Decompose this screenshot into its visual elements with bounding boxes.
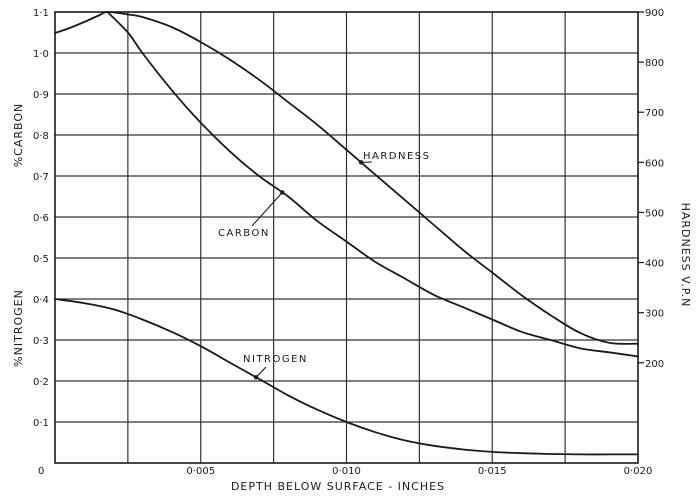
y-left-tick-label: 0·7 bbox=[33, 172, 49, 183]
y-left-tick-label: 1·1 bbox=[33, 8, 49, 19]
y-right-tick-label: 200 bbox=[645, 359, 664, 370]
annotation-label: CARBON bbox=[218, 228, 270, 239]
y-right-tick-label: 700 bbox=[645, 108, 664, 119]
y-right-tick-label: 500 bbox=[645, 208, 664, 219]
y-right-tick-label: 600 bbox=[645, 158, 664, 169]
annotation-label: HARDNESS bbox=[363, 151, 431, 162]
y-right-tick-label: 300 bbox=[645, 309, 664, 320]
x-tick-label: 0·020 bbox=[624, 466, 653, 477]
y-axis-label-carbon: %CARBON bbox=[12, 103, 25, 168]
annotation-label: NITROGEN bbox=[243, 354, 308, 365]
y-axis-label-nitrogen: %NITROGEN bbox=[12, 289, 25, 367]
y-left-tick-label: 0·9 bbox=[33, 90, 49, 101]
y-left-tick-label: 0·1 bbox=[33, 418, 49, 429]
y-left-tick-label: 0·2 bbox=[33, 377, 49, 388]
x-tick-label: 0·005 bbox=[186, 466, 215, 477]
y-left-tick-label: 0·4 bbox=[33, 295, 49, 306]
y-right-tick-label: 900 bbox=[645, 8, 664, 19]
grid bbox=[55, 12, 638, 463]
x-tick-label: 0 bbox=[38, 466, 44, 477]
data-series bbox=[54, 11, 639, 456]
plot-frame bbox=[54, 11, 644, 464]
y-left-tick-label: 1·0 bbox=[33, 49, 49, 60]
annotation-leader bbox=[251, 192, 283, 227]
y-left-tick-label: 0·6 bbox=[33, 213, 49, 224]
y-left-tick-label: 0·3 bbox=[33, 336, 49, 347]
y-axis-label-hardness: HARDNESS V.P.N bbox=[679, 203, 692, 308]
plot-border bbox=[54, 11, 639, 464]
x-tick-label: 0·015 bbox=[478, 466, 507, 477]
x-axis-label: DEPTH BELOW SURFACE - INCHES bbox=[231, 480, 445, 493]
annotations: HARDNESS CARBON NITROGEN bbox=[218, 151, 431, 380]
x-tick-label: 0·010 bbox=[332, 466, 361, 477]
series-line-hardness bbox=[54, 11, 639, 345]
y-right-tick-label: 400 bbox=[645, 259, 664, 270]
tick-labels: 0 0·005 0·010 0·015 0·020 0·1 0·2 0·3 0·4 0·5 0·6 0… bbox=[33, 8, 664, 477]
series-line-carbon bbox=[106, 11, 639, 358]
series-line-nitrogen bbox=[54, 298, 639, 456]
y-left-tick-label: 0·8 bbox=[33, 131, 49, 142]
y-left-tick-label: 0·5 bbox=[33, 254, 49, 265]
annotation-leader bbox=[255, 366, 267, 378]
y-right-tick-label: 800 bbox=[645, 58, 664, 69]
